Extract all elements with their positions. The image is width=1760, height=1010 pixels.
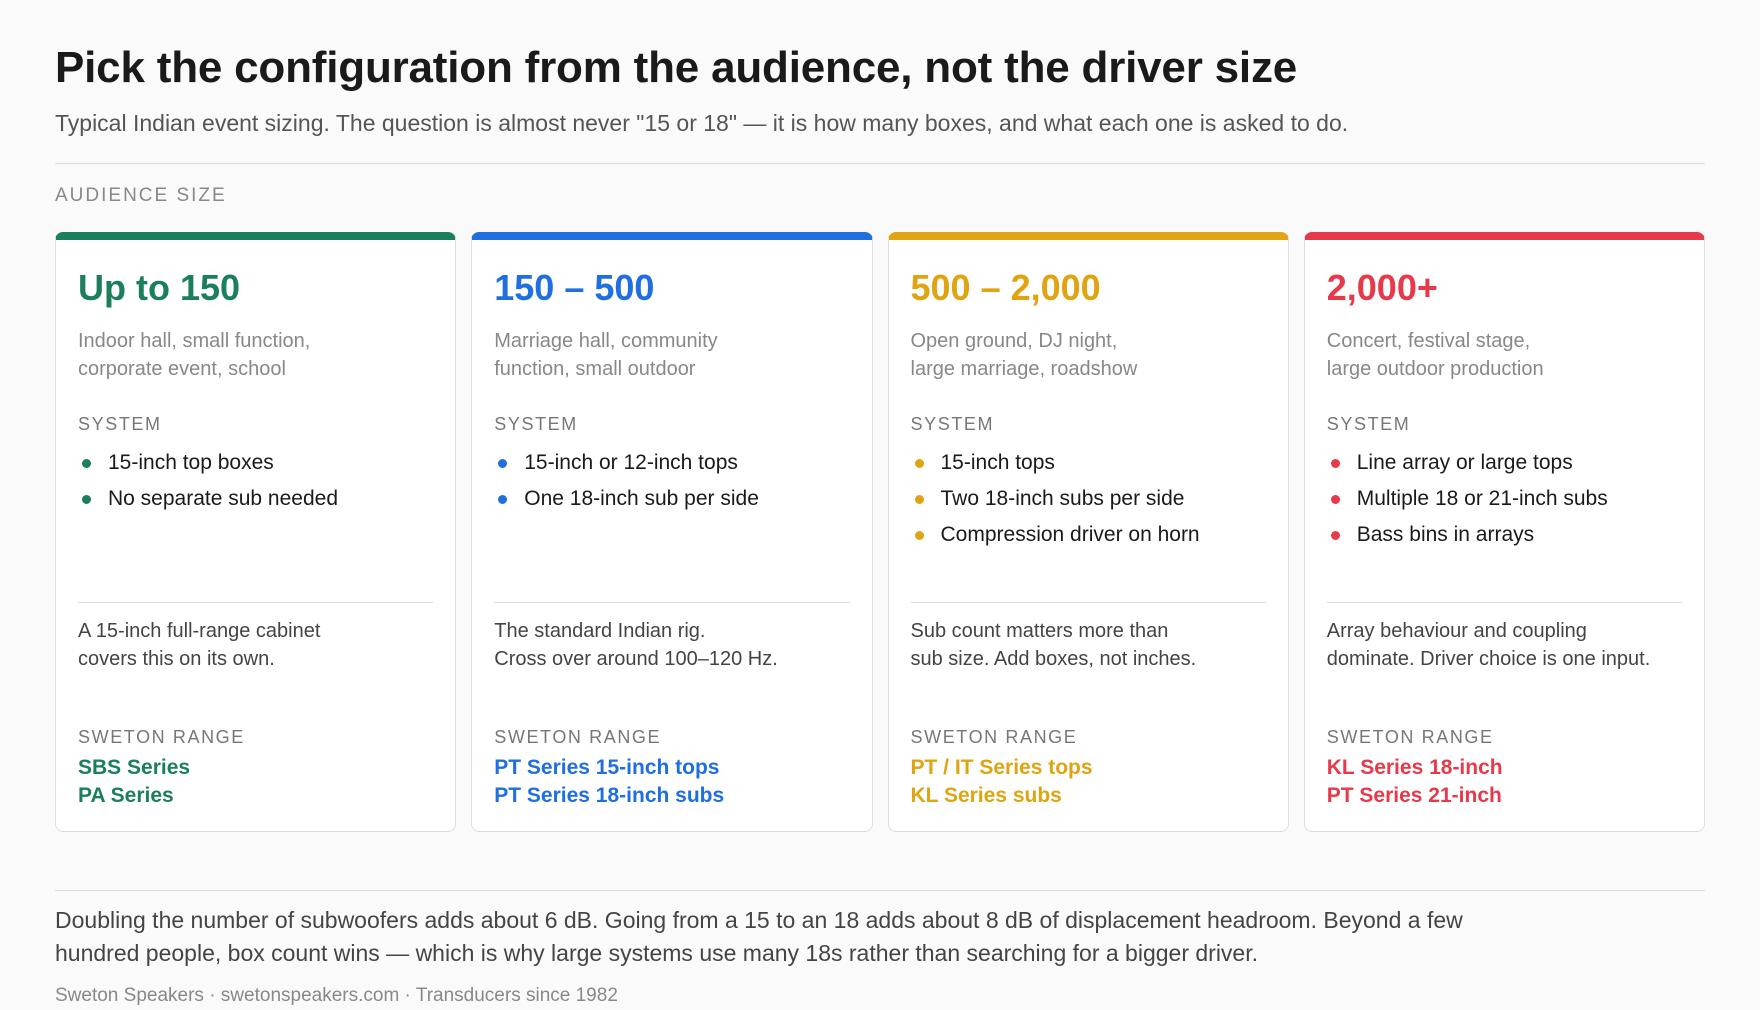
card-heading: Up to 150	[78, 267, 241, 308]
card-500-2000: 500 – 2,000 Open ground, DJ night, large…	[887, 232, 1289, 832]
system-item: One 18-inch sub per side	[494, 481, 849, 517]
card-note: A 15-inch full-range cabinet covers this…	[78, 617, 433, 673]
card-up-to-150: Up to 150 Indoor hall, small function, c…	[55, 232, 457, 832]
bullet-dot-icon	[914, 458, 924, 468]
section-label: AUDIENCE SIZE	[55, 185, 227, 206]
range-list: KL Series 18-inch PT Series 21-inch	[1327, 754, 1503, 810]
bullet-dot-icon	[1330, 530, 1340, 540]
range-item: KL Series 18-inch	[1326, 756, 1503, 779]
system-item-text: Compression driver on horn	[940, 523, 1200, 546]
system-item-text: Multiple 18 or 21-inch subs	[1356, 487, 1608, 510]
card-description: Open ground, DJ night, large marriage, r…	[911, 327, 1266, 383]
system-item-text: 15-inch tops	[940, 451, 1055, 474]
card-description-line: Concert, festival stage,	[1326, 330, 1531, 352]
system-item: Line array or large tops	[1327, 445, 1682, 481]
card-description-line: Indoor hall, small function,	[78, 330, 311, 352]
system-item-text: Two 18-inch subs per side	[940, 487, 1185, 510]
bullet-dot-icon	[1330, 458, 1340, 468]
card-2000-plus: 2,000+ Concert, festival stage, large ou…	[1303, 232, 1705, 832]
bullet-dot-icon	[498, 494, 508, 504]
system-label: SYSTEM	[1326, 414, 1411, 434]
system-item: 15-inch or 12-inch tops	[494, 445, 849, 481]
card-divider	[1326, 602, 1682, 603]
range-label: SWETON RANGE	[910, 727, 1078, 747]
system-item: 15-inch top boxes	[78, 445, 433, 481]
range-list: SBS Series PA Series	[78, 754, 190, 810]
card-heading: 500 – 2,000	[910, 267, 1101, 308]
credit-line: Sweton Speakers · swetonspeakers.com · T…	[55, 985, 618, 1006]
system-item: Two 18-inch subs per side	[911, 481, 1266, 517]
footnote: Doubling the number of subwoofers adds a…	[55, 907, 1463, 966]
bullet-dot-icon	[498, 458, 508, 468]
card-note-line: sub size. Add boxes, not inches.	[910, 648, 1197, 670]
card-note: Array behaviour and coupling dominate. D…	[1327, 617, 1682, 673]
system-item: Bass bins in arrays	[1327, 517, 1682, 553]
system-label: SYSTEM	[910, 414, 995, 434]
card-note-line: Sub count matters more than	[910, 620, 1169, 642]
card-description: Indoor hall, small function, corporate e…	[78, 327, 433, 383]
card-divider	[494, 602, 850, 603]
system-label: SYSTEM	[78, 414, 162, 434]
system-item-text: No separate sub needed	[108, 487, 339, 510]
bullet-dot-icon	[82, 458, 91, 468]
system-item: Multiple 18 or 21-inch subs	[1327, 481, 1682, 517]
bullet-dot-icon	[82, 494, 91, 504]
card-description-line: Marriage hall, community	[494, 330, 718, 352]
range-item: PT / IT Series tops	[910, 756, 1093, 779]
card-note: Sub count matters more than sub size. Ad…	[911, 617, 1266, 673]
card-divider	[78, 602, 434, 603]
range-list: PT / IT Series tops KL Series subs	[911, 754, 1093, 810]
system-item: 15-inch tops	[911, 445, 1266, 481]
page-title: Pick the configuration from the audience…	[55, 43, 1298, 92]
range-item: PT Series 18-inch subs	[494, 784, 725, 807]
bullet-dot-icon	[914, 494, 924, 504]
system-item-text: Line array or large tops	[1356, 451, 1573, 474]
card-description-line: corporate event, school	[78, 358, 286, 380]
bullet-dot-icon	[1330, 494, 1340, 504]
range-label: SWETON RANGE	[78, 727, 245, 747]
system-list: 15-inch top boxes No separate sub needed	[78, 445, 433, 517]
card-note-line: dominate. Driver choice is one input.	[1326, 648, 1651, 670]
range-item: PA Series	[78, 784, 174, 807]
card-description: Concert, festival stage, large outdoor p…	[1327, 327, 1682, 383]
system-label: SYSTEM	[494, 414, 578, 434]
card-heading: 2,000+	[1326, 267, 1438, 308]
system-item: No separate sub needed	[78, 481, 433, 517]
card-note-line: Array behaviour and coupling	[1326, 620, 1587, 642]
page-subtitle: Typical Indian event sizing. The questio…	[55, 110, 1349, 136]
card-description: Marriage hall, community function, small…	[494, 327, 849, 383]
card-note: The standard Indian rig. Cross over arou…	[494, 617, 849, 673]
range-label: SWETON RANGE	[1326, 727, 1494, 747]
card-description-line: large outdoor production	[1326, 358, 1544, 380]
card-description-line: Open ground, DJ night,	[910, 330, 1118, 352]
card-description-line: large marriage, roadshow	[910, 358, 1138, 380]
range-item: PT Series 15-inch tops	[494, 756, 720, 779]
system-item-text: One 18-inch sub per side	[524, 487, 759, 510]
card-note-line: The standard Indian rig.	[494, 620, 706, 642]
system-list: 15-inch tops Two 18-inch subs per side C…	[911, 445, 1266, 553]
card-heading: 150 – 500	[494, 267, 655, 308]
range-label: SWETON RANGE	[494, 727, 662, 747]
card-150-500: 150 – 500 Marriage hall, community funct…	[471, 232, 873, 832]
card-note-line: A 15-inch full-range cabinet	[78, 620, 321, 642]
range-item: SBS Series	[78, 756, 191, 779]
header-divider	[55, 163, 1705, 164]
range-item: PT Series 21-inch	[1326, 784, 1502, 807]
card-note-line: covers this on its own.	[78, 648, 275, 670]
range-list: PT Series 15-inch tops PT Series 18-inch…	[494, 754, 724, 810]
audience-cards: Up to 150 Indoor hall, small function, c…	[55, 232, 1705, 832]
card-note-line: Cross over around 100–120 Hz.	[494, 648, 778, 670]
system-item-text: Bass bins in arrays	[1356, 523, 1535, 546]
system-item: Compression driver on horn	[911, 517, 1266, 553]
system-list: Line array or large tops Multiple 18 or …	[1327, 445, 1682, 553]
footer-divider	[55, 890, 1705, 891]
system-item-text: 15-inch top boxes	[108, 451, 274, 474]
card-description-line: function, small outdoor	[494, 358, 696, 380]
range-item: KL Series subs	[910, 784, 1062, 807]
system-list: 15-inch or 12-inch tops One 18-inch sub …	[494, 445, 849, 517]
bullet-dot-icon	[914, 530, 924, 540]
system-item-text: 15-inch or 12-inch tops	[524, 451, 738, 474]
card-divider	[910, 602, 1266, 603]
